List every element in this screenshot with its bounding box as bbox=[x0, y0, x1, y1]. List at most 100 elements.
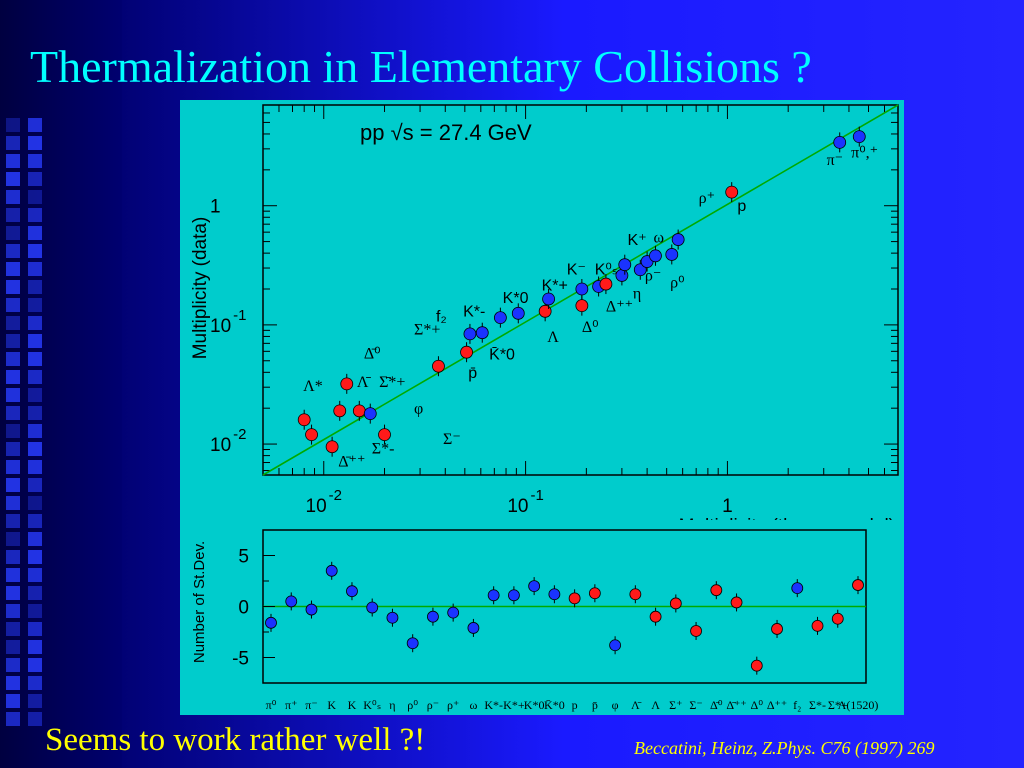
decorative-square bbox=[6, 496, 20, 510]
decorative-square bbox=[28, 154, 42, 168]
decorative-square bbox=[28, 208, 42, 222]
particle-label: p bbox=[737, 198, 746, 215]
data-point bbox=[633, 263, 647, 277]
particle-label: K⁰ₛ bbox=[595, 261, 618, 278]
data-point bbox=[665, 248, 679, 261]
decorative-square bbox=[6, 262, 20, 276]
dev-category-label: π⁻ bbox=[305, 698, 317, 712]
data-point bbox=[340, 377, 354, 391]
data-point bbox=[649, 249, 662, 263]
decorative-square bbox=[6, 388, 20, 402]
deviation-chart: 5 0 -5 Number of St.Dev. π⁰ π⁺ π⁻ K K K⁰ₛ η ρ⁰ ρ⁻ ρ⁺ ω… bbox=[191, 529, 878, 712]
dev-point bbox=[507, 589, 520, 602]
y-tick-base: 1 bbox=[210, 197, 221, 218]
decorative-square bbox=[28, 640, 42, 654]
dev-point bbox=[487, 589, 500, 602]
data-point bbox=[460, 345, 473, 359]
data-point bbox=[511, 306, 525, 320]
dev-tick-label: 5 bbox=[238, 547, 249, 568]
particle-label: Δ̄⁺⁺ bbox=[338, 453, 365, 470]
dev-point bbox=[366, 601, 379, 614]
x-tick-label: 10-2 bbox=[306, 487, 342, 517]
dev-category-label: Δ̄⁺⁺ bbox=[726, 698, 746, 712]
dev-point bbox=[467, 622, 480, 634]
data-point bbox=[599, 277, 613, 291]
y-tick-label: 10-1 bbox=[210, 307, 246, 337]
decorative-square bbox=[28, 298, 42, 312]
decorative-square bbox=[28, 478, 42, 492]
dev-category-label: K*+ bbox=[503, 698, 525, 712]
x-tick-base: 10 bbox=[507, 496, 528, 517]
dev-point bbox=[305, 603, 318, 616]
decorative-square bbox=[28, 172, 42, 186]
dev-category-label: p̄ bbox=[592, 698, 598, 712]
citation: Beccatini, Heinz, Z.Phys. C76 (1997) 269 bbox=[634, 738, 935, 758]
decorative-square bbox=[6, 622, 20, 636]
decorative-square bbox=[28, 226, 42, 240]
dev-category-label: p bbox=[572, 698, 578, 712]
dev-category-label: f₂ bbox=[793, 698, 801, 712]
particle-label: ρ⁻ bbox=[645, 267, 661, 284]
data-point bbox=[378, 428, 391, 442]
decorative-square bbox=[28, 334, 42, 348]
dev-category-label: ρ⁰ bbox=[407, 698, 418, 712]
dev-category-label: ρ⁻ bbox=[427, 698, 439, 712]
particle-label: φ bbox=[414, 401, 423, 418]
decorative-square bbox=[6, 604, 20, 618]
data-point bbox=[333, 404, 347, 418]
particle-label: f₂ bbox=[436, 308, 447, 325]
decorative-square bbox=[6, 658, 20, 672]
x-axis-label: Multiplicity (therm. model) bbox=[679, 516, 895, 520]
decorative-square bbox=[28, 136, 42, 150]
particle-label: ρ⁺ bbox=[699, 190, 715, 207]
dev-category-label: φ bbox=[612, 698, 619, 712]
decorative-squares bbox=[6, 118, 46, 726]
decorative-square bbox=[28, 316, 42, 330]
dev-point bbox=[730, 596, 743, 609]
decorative-square bbox=[28, 694, 42, 708]
conclusion-text: Seems to work rather well ?! bbox=[45, 722, 426, 758]
particle-label: Δ⁰ bbox=[582, 319, 599, 336]
page-title: Thermalization in Elementary Collisions … bbox=[30, 41, 812, 92]
dev-category-label: π⁰ bbox=[266, 698, 277, 712]
dev-category-label: ω bbox=[469, 698, 477, 712]
dev-category-label: Δ⁰ bbox=[751, 698, 764, 712]
dev-category-label: η bbox=[389, 698, 395, 712]
particle-label: Δ̄⁰ bbox=[364, 346, 381, 363]
dev-point bbox=[265, 616, 277, 629]
dev-category-label: K*0 bbox=[524, 698, 545, 712]
dev-category-label: Δ̄⁰ bbox=[710, 698, 723, 712]
decorative-square bbox=[28, 532, 42, 546]
dev-point bbox=[710, 584, 723, 597]
particle-label: π⁰,⁺ bbox=[851, 144, 878, 161]
decorative-square bbox=[6, 676, 20, 690]
particle-label: K̄*0 bbox=[489, 346, 515, 363]
dev-point bbox=[609, 639, 622, 652]
particle-label: Λ* bbox=[303, 378, 323, 395]
particle-label: Σ*+ bbox=[414, 322, 440, 339]
particle-label: Σ⁻ bbox=[443, 431, 461, 448]
decorative-square bbox=[28, 496, 42, 510]
data-point bbox=[297, 413, 311, 427]
dev-point bbox=[406, 637, 419, 650]
decorative-square bbox=[28, 424, 42, 438]
dev-category-label: Σ⁻ bbox=[689, 698, 702, 712]
dev-point bbox=[325, 564, 338, 577]
decorative-square bbox=[6, 298, 20, 312]
x-tick-label: 10-1 bbox=[507, 487, 543, 517]
x-tick-base: 1 bbox=[722, 496, 733, 517]
decorative-square bbox=[28, 244, 42, 258]
decorative-square bbox=[6, 370, 20, 384]
decorative-square bbox=[6, 334, 20, 348]
dev-point bbox=[427, 610, 439, 623]
dev-point bbox=[690, 625, 702, 637]
particle-label: η bbox=[633, 285, 641, 302]
decorative-square bbox=[6, 154, 20, 168]
dev-point bbox=[831, 612, 844, 625]
decorative-square bbox=[6, 640, 20, 654]
decorative-square bbox=[28, 388, 42, 402]
dev-point bbox=[447, 606, 460, 619]
decorative-square bbox=[28, 370, 42, 384]
decorative-square bbox=[28, 460, 42, 474]
